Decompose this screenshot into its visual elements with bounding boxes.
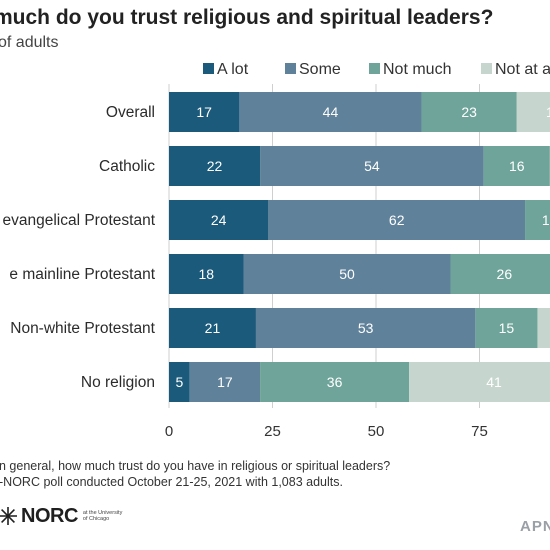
x-tick-label-0: 0 bbox=[165, 423, 173, 440]
bar-2-2 bbox=[525, 200, 550, 240]
data-label-4-0: 21 bbox=[205, 320, 221, 336]
legend-swatch-2 bbox=[369, 63, 380, 74]
bar-0-2 bbox=[421, 92, 517, 132]
legend-label-0: A lot bbox=[217, 61, 249, 78]
bar-5-2 bbox=[260, 362, 410, 402]
legend-label-1: Some bbox=[299, 61, 341, 78]
bar-0-1 bbox=[239, 92, 422, 132]
data-label-1-1: 54 bbox=[364, 158, 380, 174]
bar-1-1 bbox=[260, 146, 484, 186]
bar-3-2 bbox=[450, 254, 550, 294]
logo-subtitle: at the University of Chicago bbox=[82, 510, 123, 522]
data-label-1-2: 16 bbox=[509, 158, 525, 174]
category-label-4: Non-white Protestant bbox=[10, 320, 155, 337]
bar-0-3 bbox=[516, 92, 550, 132]
star-icon bbox=[0, 506, 18, 526]
bar-3-0 bbox=[169, 254, 244, 294]
bar-3-1 bbox=[243, 254, 451, 294]
bar-2-1 bbox=[268, 200, 526, 240]
x-tick-label-2: 50 bbox=[368, 423, 385, 440]
data-label-2-1: 62 bbox=[389, 212, 405, 228]
data-label-0-1: 44 bbox=[323, 104, 339, 120]
bar-4-3 bbox=[537, 308, 550, 348]
data-label-3-1: 50 bbox=[339, 266, 355, 282]
bar-5-3 bbox=[409, 362, 550, 402]
norc-logo: NORC at the University of Chicago bbox=[0, 503, 123, 529]
data-label-5-3: 41 bbox=[486, 374, 502, 390]
question-note: n general, how much trust do you have in… bbox=[0, 459, 391, 473]
legend-label-2: Not much bbox=[383, 61, 451, 78]
data-label-0-0: 17 bbox=[196, 104, 212, 120]
category-label-0: Overall bbox=[106, 104, 155, 121]
category-label-3: e mainline Protestant bbox=[9, 266, 155, 283]
category-label-1: Catholic bbox=[99, 158, 155, 175]
x-tick-label-3: 75 bbox=[471, 423, 488, 440]
bar-5-0 bbox=[169, 362, 190, 402]
bar-4-1 bbox=[255, 308, 476, 348]
data-label-5-2: 36 bbox=[327, 374, 343, 390]
legend-swatch-3 bbox=[481, 63, 492, 74]
bar-1-2 bbox=[483, 146, 550, 186]
bar-2-0 bbox=[169, 200, 269, 240]
data-label-0-3: 1 bbox=[546, 104, 550, 120]
bar-4-2 bbox=[475, 308, 538, 348]
bar-5-1 bbox=[189, 362, 261, 402]
apn-brand: APN bbox=[520, 518, 550, 535]
logo-name: NORC bbox=[21, 504, 78, 527]
bar-1-0 bbox=[169, 146, 261, 186]
data-label-2-2: 1 bbox=[542, 212, 550, 228]
bar-0-0 bbox=[169, 92, 240, 132]
source-note: -NORC poll conducted October 21-25, 2021… bbox=[0, 475, 343, 489]
chart-subtitle: of adults bbox=[0, 34, 59, 51]
data-label-0-2: 23 bbox=[461, 104, 477, 120]
data-label-5-1: 17 bbox=[217, 374, 233, 390]
x-tick-label-1: 25 bbox=[264, 423, 281, 440]
data-label-5-0: 5 bbox=[175, 374, 183, 390]
legend-swatch-1 bbox=[285, 63, 296, 74]
data-label-4-1: 53 bbox=[358, 320, 374, 336]
bar-4-0 bbox=[169, 308, 256, 348]
category-label-5: No religion bbox=[81, 374, 155, 391]
stacked-bar-chart: A lot Some Not much Not at a Overall 17 44 23 1 C… bbox=[2, 61, 550, 440]
legend-label-3: Not at a bbox=[495, 61, 550, 78]
data-label-3-0: 18 bbox=[198, 266, 214, 282]
data-label-1-0: 22 bbox=[207, 158, 223, 174]
data-label-3-2: 26 bbox=[497, 266, 513, 282]
category-label-2: evangelical Protestant bbox=[2, 212, 155, 229]
data-label-4-2: 15 bbox=[499, 320, 515, 336]
data-label-2-0: 24 bbox=[211, 212, 227, 228]
chart-title: much do you trust religious and spiritua… bbox=[0, 6, 494, 29]
legend-swatch-0 bbox=[203, 63, 214, 74]
